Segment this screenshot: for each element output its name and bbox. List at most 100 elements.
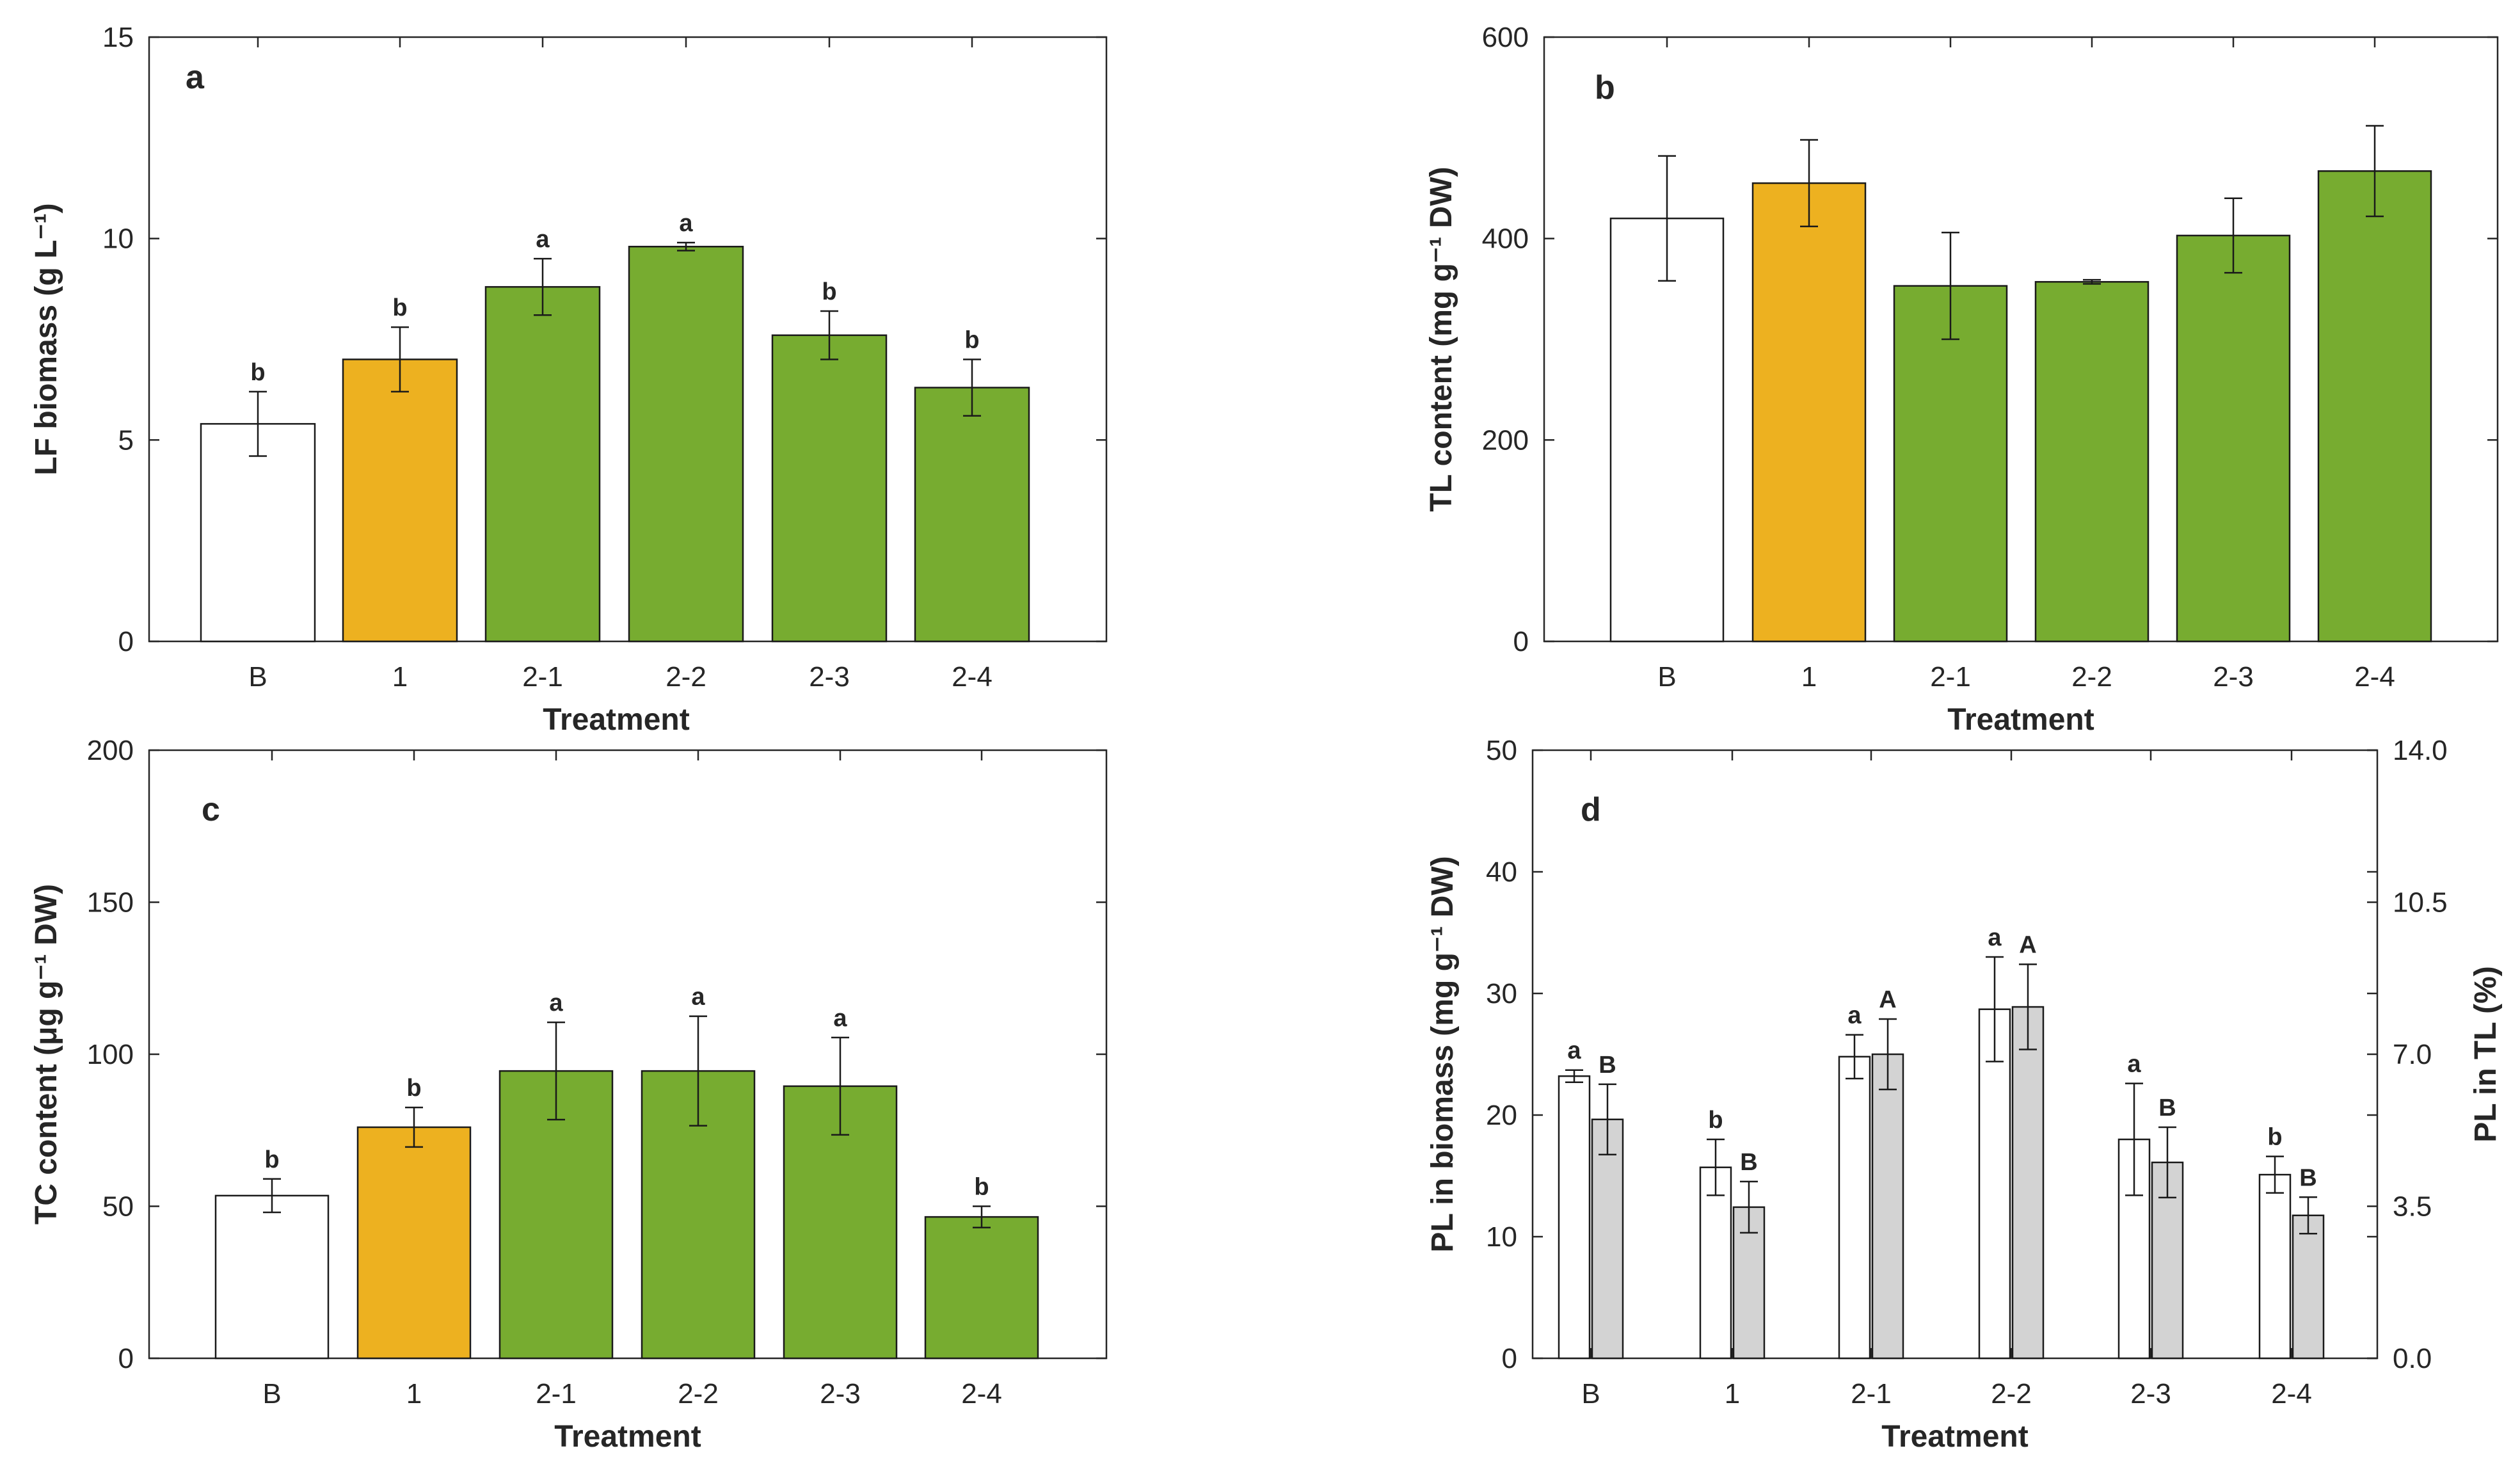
panel-c-chart: 0 50 100 150 200 B 1 2-1 2-2 2-3 2-4 b b a a a b c Tre… [29,735,1108,1454]
y-tick-label: 10 [102,223,134,255]
bar-B [1609,217,1725,643]
panel-b-y-ticks: 0 200 400 600 [1482,22,2498,657]
panel-d-error-bars [1565,956,2317,1235]
panel-c-y-axis-label: TC content (μg g⁻¹ DW) [29,884,63,1225]
panel-a-significance-labels: b b a a b b [250,210,979,386]
panel-b-y-axis-label: TL content (mg g⁻¹ DW) [1424,166,1458,511]
panel-d-x-axis-label: Treatment [1881,1420,2028,1454]
panel-b-frame [1543,36,2499,643]
y-tick-label: 200 [1482,424,1529,456]
significance-letter: b [2267,1124,2282,1151]
bar-2-3 [2176,234,2291,643]
panel-d-bars [1558,1006,2325,1360]
y-tick-label: 0 [1513,626,1529,657]
y-tick-label: 5 [118,424,134,456]
y-tick-label: 20 [1486,1100,1517,1131]
x-tick-label: B [1657,661,1676,693]
panel-b-bars [1609,170,2432,643]
significance-letter: b [964,326,979,353]
panel-d-frame [1531,749,2379,1360]
y-tick-label: 10 [1486,1221,1517,1253]
panel-b-x-axis-label: Treatment [1947,703,2094,737]
panel-d-x-ticks: B 1 2-1 2-2 2-3 2-4 [1581,750,2312,1410]
bar-1 [1751,182,1867,643]
significance-letter: b [392,294,407,321]
panel-a-bars [200,246,1030,643]
bar-1 [356,1126,472,1360]
x-tick-label: 2-3 [809,661,850,693]
bar-2-3 [771,334,888,643]
y-tick-label: 400 [1482,223,1529,255]
panel-a-x-ticks: B 1 2-1 2-2 2-3 2-4 [248,37,993,693]
panel-a-x-axis-label: Treatment [543,703,689,737]
x-tick-label: 2-2 [1991,1378,2032,1410]
x-tick-label: 2-3 [820,1378,861,1410]
bar-pl-biomass-2-1 [1838,1056,1871,1360]
significance-letter: b [974,1174,989,1201]
bar-2-4 [924,1216,1039,1360]
bar-pl-tl-2-1 [1871,1053,1904,1360]
panel-a-frame [148,36,1108,643]
bar-pl-tl-B [1591,1118,1624,1360]
significance-letter: B [1740,1149,1757,1176]
bar-2-4 [2317,170,2432,643]
significance-letter: a [549,990,563,1016]
significance-letter: B [1599,1052,1616,1079]
x-tick-label: 2-2 [678,1378,719,1410]
significance-letter: b [1708,1107,1723,1134]
bar-B [200,422,316,643]
y-right-tick-label: 3.5 [2393,1191,2432,1223]
y-tick-label: 15 [102,22,134,53]
panel-c-error-bars [263,1015,991,1228]
x-tick-label: B [262,1378,281,1410]
panel-d-y-axis-label-left: PL in biomass (mg g⁻¹ DW) [1426,856,1460,1252]
bar-pl-tl-2-4 [2292,1214,2325,1360]
bar-1 [342,358,458,643]
panel-d-label: d [1581,791,1601,828]
x-tick-label: 2-1 [522,661,563,693]
panel-a-chart: 0 5 10 15 B 1 2-1 2-2 2-3 2-4 b b a a b b a Treatment… [29,22,1108,737]
bar-pl-tl-2-2 [2011,1006,2045,1360]
y-tick-label: 200 [87,735,134,766]
y-right-tick-label: 10.5 [2393,887,2448,919]
bar-2-2 [628,246,744,643]
significance-letter: B [2158,1095,2176,1121]
panel-c-bars [214,1070,1039,1360]
panel-d-y-axis-label-right: PL in TL (%) [2469,966,2503,1143]
panel-c-x-ticks: B 1 2-1 2-2 2-3 2-4 [262,750,1002,1410]
panel-c-significance-labels: b b a a a b [264,984,989,1201]
significance-letter: a [833,1005,847,1032]
significance-letter: a [691,984,705,1011]
significance-letter: b [406,1075,421,1102]
y-right-tick-label: 0.0 [2393,1343,2432,1374]
panel-c-x-axis-label: Treatment [554,1420,701,1454]
bar-pl-biomass-B [1558,1075,1591,1360]
panel-c-y-ticks: 0 50 100 150 200 [87,735,1106,1374]
x-tick-label: 2-4 [2354,661,2395,693]
panel-a-y-ticks: 0 5 10 15 [102,22,1106,657]
x-tick-label: 1 [1801,661,1817,693]
panel-b-label: b [1595,69,1615,106]
panel-b-chart: 0 200 400 600 B 1 2-1 2-2 2-3 2-4 b Treatment TL… [1424,22,2499,737]
y-tick-label: 600 [1482,22,1529,53]
x-tick-label: 2-4 [2271,1378,2312,1410]
panel-a-error-bars [249,241,981,457]
panel-a-label: a [186,59,205,96]
x-tick-label: 1 [1725,1378,1740,1410]
y-tick-label: 0 [118,1343,134,1374]
x-tick-label: 2-3 [2213,661,2254,693]
significance-letter: b [264,1146,279,1173]
x-tick-label: 2-2 [2071,661,2112,693]
significance-letter: a [1847,1002,1862,1029]
bar-pl-biomass-2-4 [2258,1173,2292,1360]
panel-d-y-ticks-left: 0 10 20 30 40 50 [1486,735,2377,1374]
panel-c-label: c [202,791,220,828]
bar-2-1 [1893,285,2008,643]
significance-letter: A [1879,986,1896,1013]
y-tick-label: 150 [87,887,134,919]
panel-b-x-ticks: B 1 2-1 2-2 2-3 2-4 [1657,37,2395,693]
y-right-tick-label: 14.0 [2393,735,2448,766]
x-tick-label: 1 [406,1378,422,1410]
